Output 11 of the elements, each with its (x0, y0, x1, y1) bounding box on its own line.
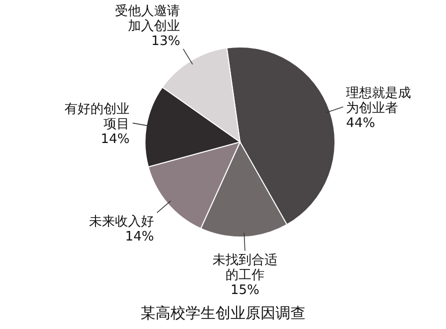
slice-label: 理想就是成为创业者 (346, 86, 412, 116)
slice-label: 未来收入好 (88, 214, 154, 230)
data-label: 14% (100, 132, 130, 148)
data-label: 44% (346, 116, 376, 131)
data-label: 15% (230, 282, 260, 298)
slice-label: 未找到合适的工作 (212, 252, 278, 283)
slice-label: 有好的创业项目 (64, 102, 130, 132)
slice-label: 受他人邀请加入创业 (115, 4, 180, 34)
data-label: 14% (125, 230, 154, 245)
data-label: 13% (151, 34, 180, 49)
text: 某高校学生创业原因调查 (140, 304, 306, 322)
